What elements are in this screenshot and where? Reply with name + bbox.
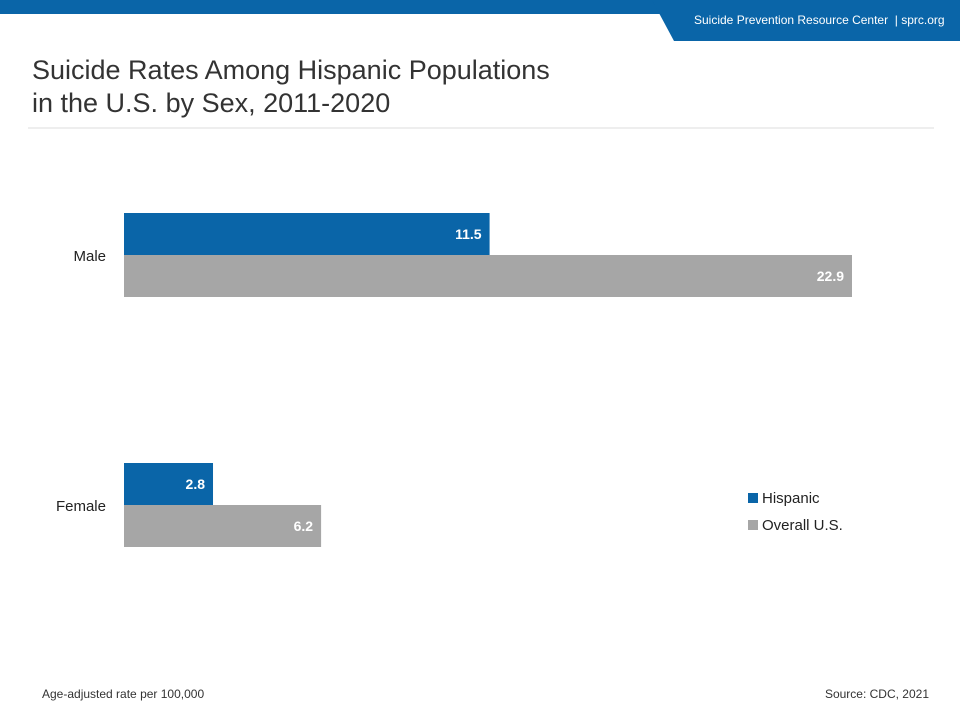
data-label-overall-u-s-female: 6.2 <box>294 518 314 534</box>
footnote: Age-adjusted rate per 100,000 <box>42 687 205 701</box>
category-label-male: Male <box>73 248 106 265</box>
title-divider <box>28 127 934 129</box>
source-note: Source: CDC, 2021 <box>824 687 929 701</box>
org-name: Suicide Prevention Resource Center <box>694 13 889 27</box>
bar-hispanic-female <box>124 463 214 505</box>
legend-swatch-overall-u-s <box>748 520 758 530</box>
data-label-hispanic-female: 2.8 <box>186 476 206 492</box>
header-banner-text: Suicide Prevention Resource Center | spr… <box>694 13 945 27</box>
header-banner <box>652 0 960 41</box>
legend-label-overall-u-s: Overall U.S. <box>762 517 843 534</box>
data-label-overall-u-s-male: 22.9 <box>817 268 844 284</box>
chart-title-line-2: in the U.S. by Sex, 2011-2020 <box>32 88 391 118</box>
legend-label-hispanic: Hispanic <box>762 490 820 507</box>
site-link[interactable]: sprc.org <box>901 13 945 27</box>
header-separator: | <box>894 13 898 27</box>
data-label-hispanic-male: 11.5 <box>455 226 482 242</box>
bar-overall-u-s-male <box>124 255 852 297</box>
chart-title: Suicide Rates Among Hispanic Populations… <box>32 54 550 120</box>
legend-swatch-hispanic <box>748 493 758 503</box>
bar-overall-u-s-female <box>124 505 322 547</box>
bar-hispanic-male <box>124 213 490 255</box>
chart-title-line-1: Suicide Rates Among Hispanic Populations <box>32 55 550 85</box>
category-label-female: Female <box>56 498 106 515</box>
